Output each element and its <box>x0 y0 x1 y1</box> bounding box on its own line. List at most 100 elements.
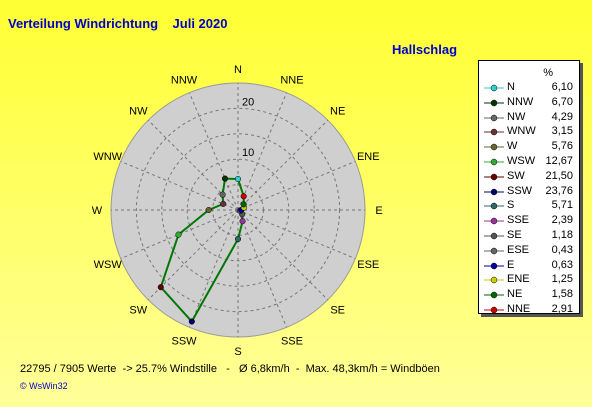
data-point <box>175 231 182 238</box>
legend-marker <box>484 203 504 210</box>
rose-series <box>157 175 247 325</box>
legend-marker <box>484 173 504 181</box>
legend-marker <box>484 129 504 136</box>
legend-value: 0,63 <box>551 258 573 271</box>
compass-label: S <box>234 346 241 358</box>
legend-entry: W 5,76 <box>479 140 579 155</box>
compass-label: E <box>375 205 382 217</box>
legend-marker <box>484 247 504 255</box>
legend-value: 6,70 <box>551 95 573 108</box>
legend-marker <box>484 306 504 314</box>
legend: % N 6,10 NNW 6,70 NW 4,29 WNW 3,15 W 5,76 WSW 12,67… <box>478 60 580 315</box>
compass-label: SE <box>330 305 345 317</box>
rose-labels: N NNE NE ENE E ESE SE SSE S SSW SW WSW W WNW NW NNW 10 20 <box>92 64 383 358</box>
data-point <box>240 201 247 208</box>
legend-entry: SW 21,50 <box>479 170 579 185</box>
legend-entry: ENE 1,25 <box>479 273 579 288</box>
legend-entry: S 5,71 <box>479 199 579 214</box>
legend-value: 2,91 <box>551 303 573 315</box>
data-point <box>234 175 242 183</box>
compass-label: WSW <box>94 259 123 271</box>
legend-value: 0,43 <box>551 243 573 256</box>
legend-marker <box>484 291 504 299</box>
legend-direction: NE <box>507 288 523 301</box>
legend-entry: ESE 0,43 <box>479 244 579 259</box>
legend-value: 2,39 <box>551 214 573 227</box>
ring-label: 20 <box>242 96 254 108</box>
legend-direction: E <box>507 258 515 271</box>
compass-label: NW <box>129 105 148 117</box>
legend-entry: NW 4,29 <box>479 111 579 126</box>
legend-value: 21,50 <box>545 169 573 182</box>
legend-entry: SSE 2,39 <box>479 214 579 229</box>
legend-value: 23,76 <box>545 184 573 197</box>
legend-direction: WNW <box>507 125 536 138</box>
legend-entry: SE 1,18 <box>479 229 579 244</box>
legend-entry: WSW 12,67 <box>479 155 579 170</box>
rose-ring <box>161 133 315 287</box>
compass-label: SSW <box>172 335 198 347</box>
legend-direction: NW <box>507 110 526 123</box>
data-point <box>239 218 246 225</box>
legend-value: 1,18 <box>551 229 573 241</box>
ring-label: 10 <box>242 147 254 159</box>
legend-direction: ESE <box>507 243 530 256</box>
legend-direction: SSE <box>507 214 530 227</box>
legend-entry: SSW 23,76 <box>479 185 579 200</box>
compass-label: NE <box>330 105 345 117</box>
legend-direction: SSW <box>507 184 533 197</box>
compass-label: WNW <box>93 151 122 163</box>
credit-label: © WsWin32 <box>20 381 68 391</box>
legend-value: 1,58 <box>551 288 573 301</box>
legend-unit: % <box>543 67 553 79</box>
legend-direction: WSW <box>507 155 536 167</box>
legend-marker <box>484 262 504 269</box>
legend-marker <box>484 217 504 225</box>
legend-value: 1,25 <box>551 273 573 286</box>
legend-direction: N <box>507 81 515 93</box>
compass-label: SSE <box>281 335 303 347</box>
legend-entry: NE 1,58 <box>479 288 579 303</box>
legend-direction: NNW <box>507 95 534 108</box>
data-point <box>157 284 164 291</box>
compass-label: N <box>234 64 242 76</box>
legend-value: 6,10 <box>551 81 573 93</box>
compass-label: NNE <box>280 75 303 87</box>
compass-label: SW <box>129 305 147 317</box>
data-point <box>220 200 227 207</box>
compass-label: W <box>92 205 103 217</box>
chart-title: Verteilung Windrichtung Juli 2020 <box>8 16 228 31</box>
legend-entry: NNW 6,70 <box>479 96 579 111</box>
legend-direction: SW <box>507 169 525 182</box>
footer-stats: 22795 / 7905 Werte -> 25.7% Windstille -… <box>20 363 440 375</box>
data-point <box>221 175 229 182</box>
station-name: Hallschlag <box>392 42 458 57</box>
legend-marker <box>484 277 504 284</box>
legend-marker <box>484 99 504 107</box>
legend-marker <box>484 143 504 151</box>
legend-value: 12,67 <box>545 155 573 167</box>
legend-direction: NNE <box>507 303 531 315</box>
legend-value: 3,15 <box>551 125 573 138</box>
legend-direction: S <box>507 199 515 212</box>
legend-marker <box>484 158 504 166</box>
data-point <box>234 235 242 243</box>
legend-direction: ENE <box>507 273 530 286</box>
legend-marker <box>484 188 504 195</box>
rose-ring <box>135 107 341 313</box>
compass-label: NNW <box>171 75 198 87</box>
data-point <box>240 193 247 200</box>
legend-marker <box>484 114 504 121</box>
legend-entry: NNE 2,91 <box>479 303 579 318</box>
data-point <box>188 318 195 325</box>
data-point <box>205 206 212 214</box>
legend-entry: E 0,63 <box>479 259 579 274</box>
legend-marker <box>484 232 504 240</box>
legend-value: 5,76 <box>551 140 573 153</box>
legend-value: 4,29 <box>551 110 573 123</box>
legend-marker <box>484 84 504 92</box>
compass-label: ENE <box>357 151 380 163</box>
data-point <box>219 191 226 198</box>
